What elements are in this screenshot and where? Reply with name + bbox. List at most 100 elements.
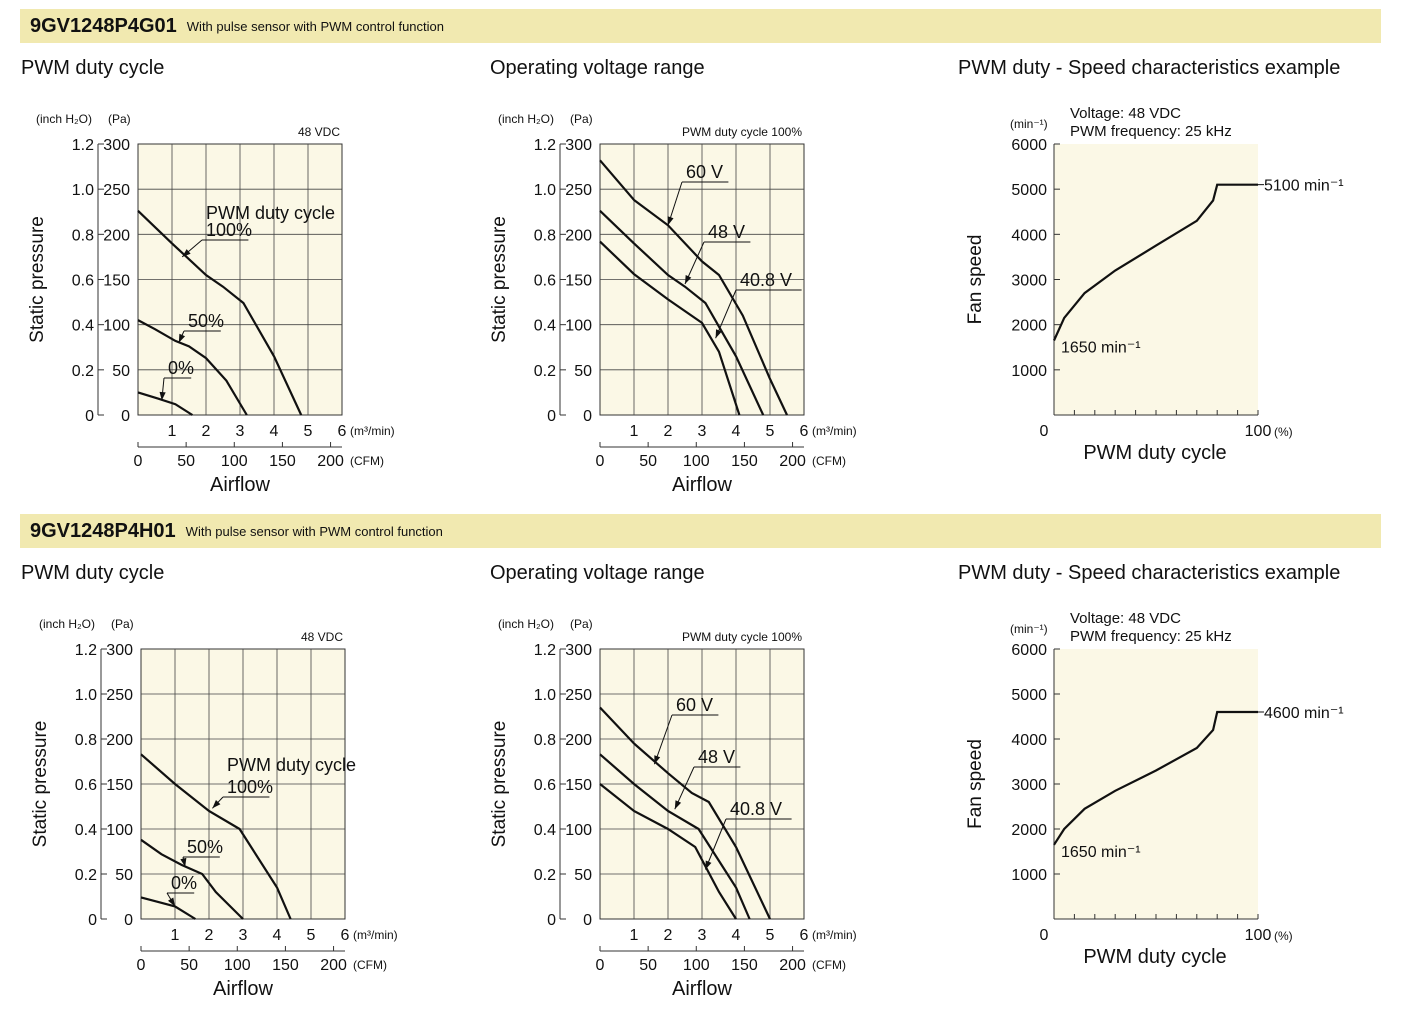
y-tick-label: 5000 (1011, 182, 1047, 199)
x-tick-label-cfm: 200 (779, 453, 806, 470)
series-line-60V (599, 706, 771, 920)
y-tick-label-inch: 1.2 (534, 642, 556, 659)
y-unit-pa: (Pa) (111, 617, 134, 631)
x-axis-title: Airflow (210, 474, 271, 496)
chart-4: 00.20.40.60.81.01.2050100150200250300(in… (489, 617, 857, 1000)
chart-3: 00.20.40.60.81.01.2050100150200250300(in… (30, 617, 398, 1000)
x-unit: (%) (1274, 425, 1293, 439)
y-tick-label-inch: 0.6 (75, 777, 97, 794)
chart-title-pwm: PWM duty cycle (21, 562, 165, 584)
curve-label: 48 V (708, 222, 745, 242)
x-tick-label-m3: 6 (800, 423, 809, 440)
leader-arrowhead (715, 329, 722, 339)
y-tick-label-inch: 1.0 (534, 182, 556, 199)
chart-0: 00.20.40.60.81.01.2050100150200250300(in… (27, 112, 395, 496)
model-description: With pulse sensor with PWM control funct… (185, 523, 443, 539)
y-tick-label-pa: 0 (124, 912, 133, 929)
x-tick-label-cfm: 100 (224, 957, 251, 974)
x-unit-m3: (m³/min) (812, 928, 857, 942)
x-tick-label-cfm: 150 (272, 957, 299, 974)
y-tick-label-inch: 0 (547, 912, 556, 929)
x-tick-label-m3: 5 (766, 423, 775, 440)
curve-label: 48 V (698, 747, 735, 767)
y-tick-label-pa: 50 (115, 867, 133, 884)
model-number: 9GV1248P4G01 (30, 14, 177, 37)
x-tick-label: 100 (1245, 423, 1272, 440)
section-header-1: 9GV1248P4G01 With pulse sensor with PWM … (20, 9, 1381, 43)
y-tick-label-pa: 300 (103, 137, 130, 154)
x-tick-label: 0 (1040, 927, 1049, 944)
y-tick-label: 5000 (1011, 687, 1047, 704)
y-tick-label: 1000 (1011, 867, 1047, 884)
y-tick-label-inch: 1.0 (534, 687, 556, 704)
y-axis-title: Fan speed (965, 739, 986, 829)
chart-1: 00.20.40.60.81.01.2050100150200250300(in… (489, 112, 857, 496)
leader-arrowhead (180, 857, 187, 867)
min-speed-label: 1650 min⁻¹ (1061, 844, 1141, 861)
series-line-408V (599, 783, 737, 920)
x-tick-label-m3: 5 (304, 423, 313, 440)
x-axis-title: Airflow (672, 474, 733, 496)
x-tick-label-m3: 2 (664, 927, 673, 944)
leader-arrowhead (705, 860, 712, 870)
series-line-48V (599, 753, 751, 920)
y-tick-label-pa: 50 (574, 363, 592, 380)
x-unit-cfm: (CFM) (353, 958, 387, 972)
y-tick-label-inch: 0.4 (72, 318, 94, 335)
leader-line (653, 714, 673, 765)
plot-area (1054, 649, 1258, 919)
y-axis-title: Static pressure (489, 216, 510, 343)
y-tick-label-inch: 0.4 (534, 822, 556, 839)
y-axis-title: Static pressure (27, 216, 48, 343)
curve-label: 60 V (686, 162, 723, 182)
x-tick-label-m3: 4 (732, 927, 741, 944)
x-tick-label-cfm: 50 (639, 453, 657, 470)
chart-title-pwm: PWM duty cycle (21, 57, 165, 79)
chart-title-voltage: Operating voltage range (490, 57, 705, 79)
y-tick-label-pa: 200 (565, 227, 592, 244)
chart-title-voltage: Operating voltage range (490, 562, 705, 584)
y-tick-label-inch: 0.6 (534, 777, 556, 794)
x-tick-label-cfm: 50 (639, 957, 657, 974)
y-tick-label-pa: 50 (574, 867, 592, 884)
y-tick-label: 4000 (1011, 732, 1047, 749)
y-axis-title: Static pressure (489, 721, 510, 848)
x-unit-m3: (m³/min) (812, 424, 857, 438)
x-axis-title: Airflow (213, 978, 274, 1000)
x-tick-label: 100 (1245, 927, 1272, 944)
y-tick-label-inch: 0.6 (534, 273, 556, 290)
x-tick-label-cfm: 150 (731, 957, 758, 974)
curve-label: 0% (171, 873, 197, 893)
x-tick-label-m3: 6 (338, 423, 347, 440)
leader-arrowhead (667, 216, 674, 226)
curve-label: 100% (227, 777, 273, 797)
y-axis-title: Static pressure (30, 721, 51, 848)
y-unit-inch: (inch H₂O) (498, 112, 554, 126)
y-unit-pa: (Pa) (570, 112, 593, 126)
x-unit-cfm: (CFM) (812, 454, 846, 468)
y-tick-label-pa: 150 (565, 273, 592, 290)
y-tick-label-inch: 1.2 (534, 137, 556, 154)
y-tick-label-pa: 150 (106, 777, 133, 794)
max-speed-label: 4600 min⁻¹ (1264, 705, 1344, 722)
y-tick-label-inch: 1.0 (75, 687, 97, 704)
y-tick-label-inch: 1.0 (72, 182, 94, 199)
y-tick-label: 3000 (1011, 777, 1047, 794)
y-tick-label-pa: 250 (103, 182, 130, 199)
y-tick-label-inch: 0.2 (75, 867, 97, 884)
x-axis-title: PWM duty cycle (1083, 442, 1226, 464)
curve-label: 50% (187, 837, 223, 857)
y-tick-label-pa: 100 (103, 318, 130, 335)
series-line-0 (140, 896, 196, 920)
chart-note: PWM frequency: 25 kHz (1070, 123, 1232, 140)
y-tick-label-inch: 1.2 (72, 137, 94, 154)
x-unit-cfm: (CFM) (350, 454, 384, 468)
chart-condition: PWM duty cycle 100% (682, 630, 802, 644)
x-tick-label-m3: 1 (630, 927, 639, 944)
y-tick-label-inch: 0.2 (534, 867, 556, 884)
x-tick-label-cfm: 200 (779, 957, 806, 974)
chart-condition: 48 VDC (298, 125, 340, 139)
leader-arrowhead (168, 897, 175, 907)
y-unit-pa: (Pa) (108, 112, 131, 126)
